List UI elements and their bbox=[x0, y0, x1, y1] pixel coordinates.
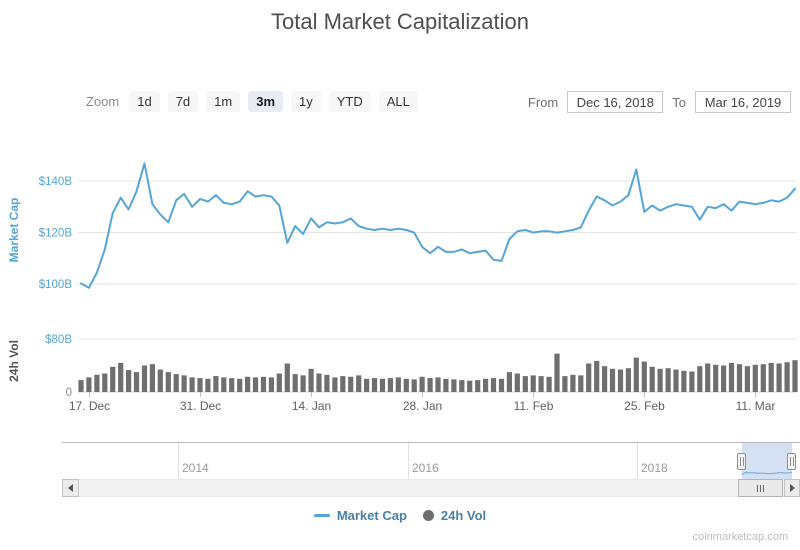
zoom-label: Zoom bbox=[86, 94, 120, 109]
circle-marker-icon bbox=[422, 510, 434, 521]
market-cap-line-series[interactable] bbox=[80, 162, 796, 289]
zoom-button-all[interactable]: ALL bbox=[378, 91, 418, 112]
navigator-year-label: 2018 bbox=[641, 461, 668, 475]
gridlines bbox=[78, 180, 797, 397]
scrollbar-track[interactable] bbox=[79, 479, 784, 497]
date-range-group: From To bbox=[528, 91, 791, 113]
svg-text:$140B: $140B bbox=[39, 176, 73, 188]
legend-item-24h-vol[interactable]: 24h Vol bbox=[422, 508, 487, 523]
axis-labels: $100B $120B $140B 0 $80B 17. Dec 31. Dec 14. Ja… bbox=[7, 176, 775, 413]
toolbar: Zoom 1d 7d 1m 3m 1y YTD ALL From To bbox=[0, 91, 800, 115]
navigator-year-label: 2014 bbox=[182, 461, 209, 475]
scrollbar-thumb[interactable] bbox=[738, 479, 783, 497]
svg-text:17. Dec: 17. Dec bbox=[69, 399, 110, 413]
from-label: From bbox=[527, 94, 559, 110]
zoom-button-1m[interactable]: 1m bbox=[206, 91, 241, 112]
arrow-left-icon bbox=[68, 484, 73, 492]
legend-item-market-cap[interactable]: Market Cap bbox=[313, 508, 407, 523]
zoom-button-1y[interactable]: 1y bbox=[291, 91, 321, 112]
svg-text:$120B: $120B bbox=[39, 228, 73, 240]
to-label: To bbox=[672, 94, 686, 110]
svg-text:Market Cap: Market Cap bbox=[7, 198, 21, 263]
navigator-year-label: 2016 bbox=[412, 461, 439, 475]
navigator-series-preview bbox=[742, 471, 792, 475]
scrollbar bbox=[0, 479, 800, 497]
navigator-gridline bbox=[637, 443, 638, 479]
svg-text:$100B: $100B bbox=[39, 279, 73, 291]
scrollbar-left-arrow-button[interactable] bbox=[62, 479, 79, 497]
zoom-button-1d[interactable]: 1d bbox=[129, 91, 160, 112]
navigator-handle-right[interactable] bbox=[787, 453, 796, 470]
svg-text:24h Vol: 24h Vol bbox=[7, 340, 21, 382]
svg-text:11. Mar: 11. Mar bbox=[736, 399, 776, 413]
zoom-button-3m[interactable]: 3m bbox=[248, 91, 284, 112]
scrollbar-right-arrow-button[interactable] bbox=[784, 479, 800, 497]
legend-label: Market Cap bbox=[336, 508, 407, 523]
from-date-input[interactable] bbox=[567, 91, 664, 113]
page-title: Total Market Capitalization bbox=[270, 9, 529, 34]
to-date-input[interactable] bbox=[695, 91, 791, 113]
legend: Market Cap 24h Vol bbox=[0, 508, 800, 523]
svg-text:14. Jan: 14. Jan bbox=[292, 399, 331, 413]
navigator-handle-left[interactable] bbox=[737, 453, 746, 470]
zoom-button-ytd[interactable]: YTD bbox=[328, 91, 371, 112]
watermark: coinmarketcap.com bbox=[692, 531, 788, 543]
svg-text:$80B: $80B bbox=[45, 334, 72, 346]
svg-text:0: 0 bbox=[66, 387, 72, 399]
volume-bars-series[interactable] bbox=[78, 353, 798, 392]
svg-text:11. Feb: 11. Feb bbox=[514, 399, 554, 413]
line-marker-icon bbox=[313, 514, 330, 517]
navigator-track[interactable]: 2014 2016 2018 bbox=[62, 442, 800, 479]
navigator-gridline bbox=[408, 443, 409, 479]
svg-text:28. Jan: 28. Jan bbox=[403, 399, 442, 413]
svg-text:31. Dec: 31. Dec bbox=[180, 399, 221, 413]
svg-text:25. Feb: 25. Feb bbox=[624, 399, 665, 413]
arrow-right-icon bbox=[789, 484, 795, 492]
zoom-button-7d[interactable]: 7d bbox=[167, 91, 199, 112]
navigator-gridline bbox=[178, 443, 179, 479]
main-chart-plot-area[interactable]: $100B $120B $140B 0 $80B 17. Dec 31. Dec 14. Ja… bbox=[0, 130, 800, 420]
legend-label: 24h Vol bbox=[440, 508, 487, 523]
zoom-group: Zoom 1d 7d 1m 3m 1y YTD ALL bbox=[86, 91, 418, 112]
